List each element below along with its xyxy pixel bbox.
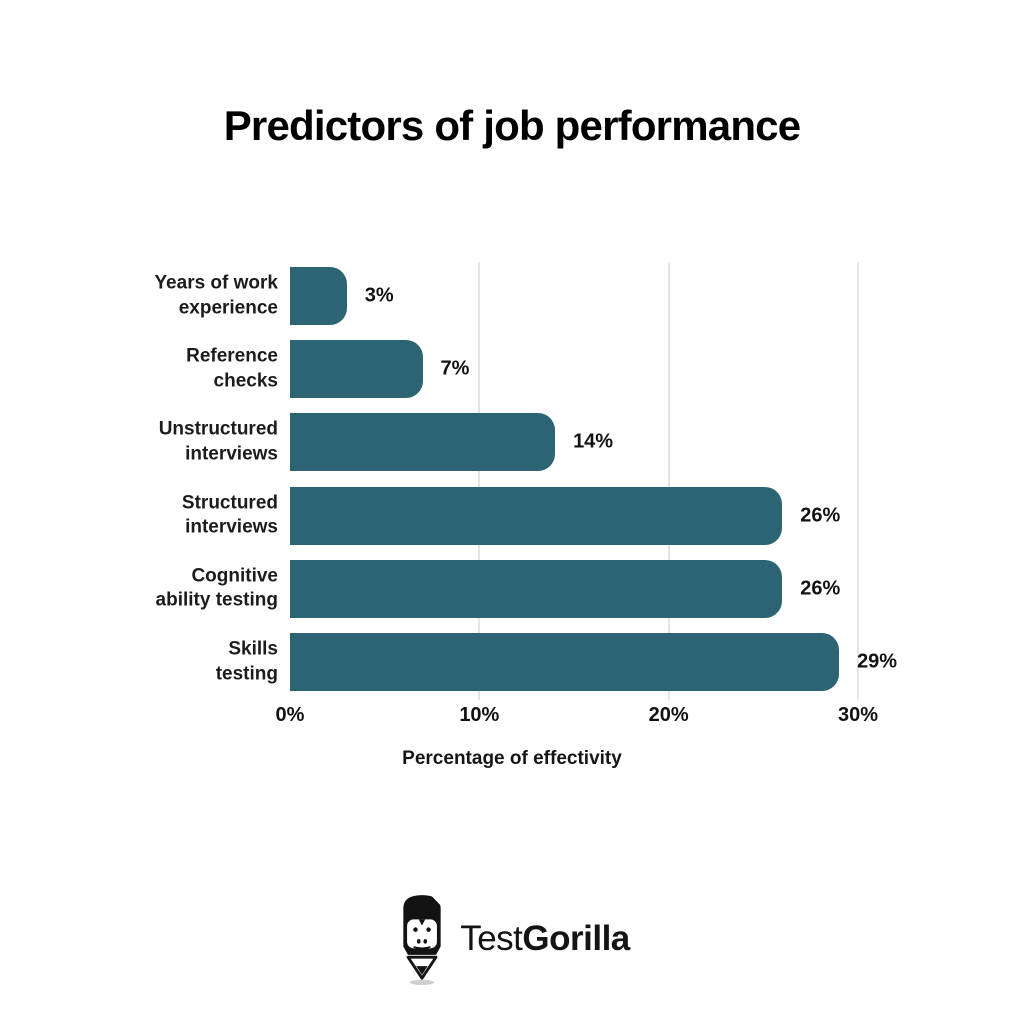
x-tick-label: 10% xyxy=(459,704,500,726)
pencil-gorilla-icon xyxy=(403,893,443,986)
value-label: 26% xyxy=(800,577,841,600)
x-axis-label: Percentage of effectivity xyxy=(402,748,622,769)
category-label: Years of work experience xyxy=(154,272,278,318)
x-tick-label: 20% xyxy=(648,704,689,726)
x-tick-label: 30% xyxy=(837,704,879,726)
gridline xyxy=(667,262,670,700)
gridline xyxy=(857,262,859,700)
category-label: Reference checks xyxy=(186,345,278,392)
logo-text-gorilla: Gorilla xyxy=(522,919,630,958)
gridline xyxy=(478,262,481,700)
logo-text: TestGorilla xyxy=(460,919,630,959)
bar xyxy=(290,633,840,691)
bar xyxy=(290,486,783,545)
category-label: Unstructured interviews xyxy=(158,418,278,465)
bar xyxy=(290,559,783,618)
bar xyxy=(290,267,347,325)
value-label: 14% xyxy=(573,430,614,453)
category-label: Structured interviews xyxy=(181,491,278,538)
value-label: 29% xyxy=(857,650,898,673)
value-label: 7% xyxy=(440,357,470,380)
page-title: Predictors of job performance xyxy=(223,102,801,150)
category-label: Skills testing xyxy=(215,638,278,684)
logo-text-test: Test xyxy=(460,919,523,958)
x-tick-label: 0% xyxy=(275,704,305,726)
value-label: 3% xyxy=(364,284,394,307)
category-label: Cognitive ability testing xyxy=(155,565,278,611)
testgorilla-logo: TestGorilla xyxy=(0,892,1024,986)
bar xyxy=(290,340,423,399)
value-label: 26% xyxy=(800,504,841,527)
bar xyxy=(290,413,556,472)
